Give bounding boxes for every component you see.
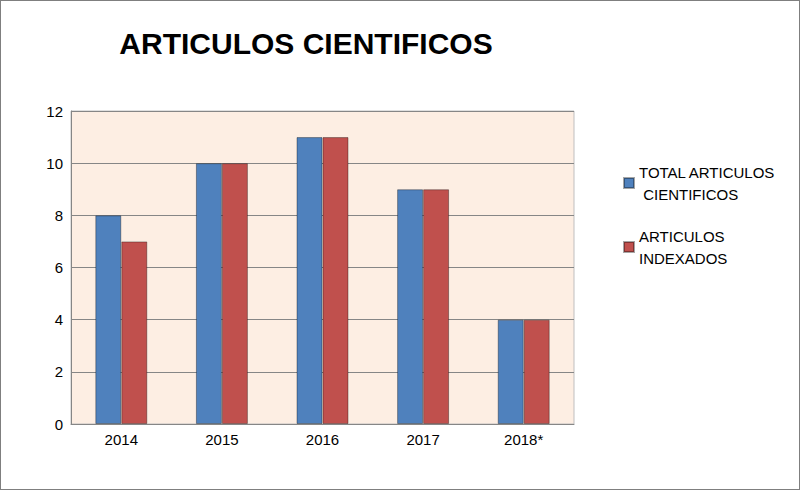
svg-text:TOTAL ARTICULOS: TOTAL ARTICULOS <box>639 164 774 181</box>
svg-text:4: 4 <box>55 311 63 328</box>
svg-text:CIENTIFICOS: CIENTIFICOS <box>639 186 738 203</box>
svg-text:2: 2 <box>55 363 63 380</box>
svg-text:2017: 2017 <box>406 431 439 448</box>
svg-text:INDEXADOS: INDEXADOS <box>639 250 727 267</box>
svg-text:0: 0 <box>55 416 63 433</box>
svg-text:8: 8 <box>55 207 63 224</box>
svg-text:12: 12 <box>46 103 63 120</box>
svg-text:10: 10 <box>46 155 63 172</box>
svg-text:ARTICULOS: ARTICULOS <box>639 228 729 245</box>
svg-text:ARTICULOS CIENTIFICOS: ARTICULOS CIENTIFICOS <box>119 27 492 60</box>
svg-text:2014: 2014 <box>105 431 138 448</box>
svg-text:2015: 2015 <box>205 431 238 448</box>
svg-text:6: 6 <box>55 259 63 276</box>
svg-text:2016: 2016 <box>306 431 339 448</box>
svg-text:2018*: 2018* <box>504 431 543 448</box>
